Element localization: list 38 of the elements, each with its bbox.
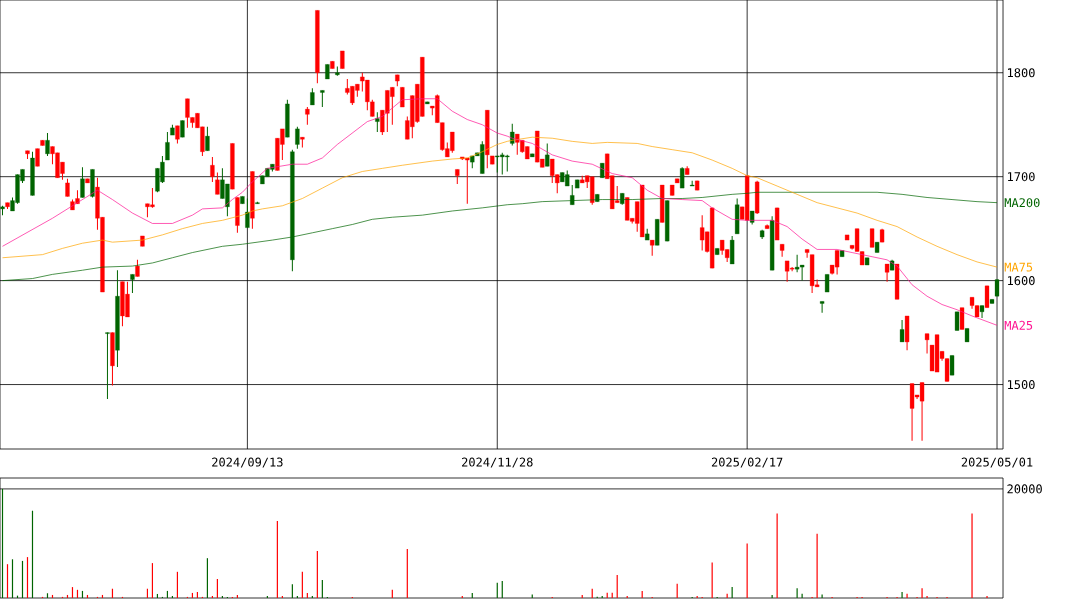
candlestick (165, 131, 170, 161)
candlestick (954, 311, 960, 332)
candlestick (215, 172, 220, 195)
candlestick (949, 354, 955, 376)
y-tick-label: 1500 (1008, 380, 1035, 390)
candlestick (680, 166, 685, 189)
x-tick-label: 2024/11/28 (462, 457, 533, 468)
candlestick (130, 273, 135, 294)
candlestick (779, 243, 785, 258)
x-tick-label: 2025/02/17 (711, 457, 783, 468)
candlestick (730, 235, 735, 265)
candlestick (245, 198, 250, 229)
y-tick-label: 1600 (1008, 276, 1035, 286)
candlestick (959, 307, 965, 330)
y-tick-label: 20000 (1007, 484, 1042, 494)
x-tick-label: 2025/05/01 (961, 457, 1033, 468)
y-tick-label: 1800 (1008, 68, 1035, 78)
candlestick (984, 285, 990, 309)
series-label: MA25 (1004, 320, 1033, 330)
candlestick (899, 319, 905, 343)
series-label: MA200 (1004, 198, 1040, 208)
candlestick (979, 305, 985, 319)
candlestick (784, 260, 790, 283)
candlestick (210, 156, 215, 183)
candlestick (819, 300, 825, 314)
candlestick (400, 86, 405, 108)
candlestick (105, 332, 110, 400)
candlestick (80, 166, 85, 198)
series-label: MA75 (1004, 262, 1033, 272)
y-tick-label: 1700 (1008, 172, 1035, 182)
candlestick (205, 126, 210, 152)
candlestick (375, 111, 380, 133)
candlestick (869, 228, 875, 248)
candlestick (295, 126, 300, 150)
x-tick-label: 2024/09/13 (212, 457, 283, 468)
candlestick (45, 132, 50, 157)
candlestick (545, 142, 550, 167)
candlestick (884, 263, 890, 283)
